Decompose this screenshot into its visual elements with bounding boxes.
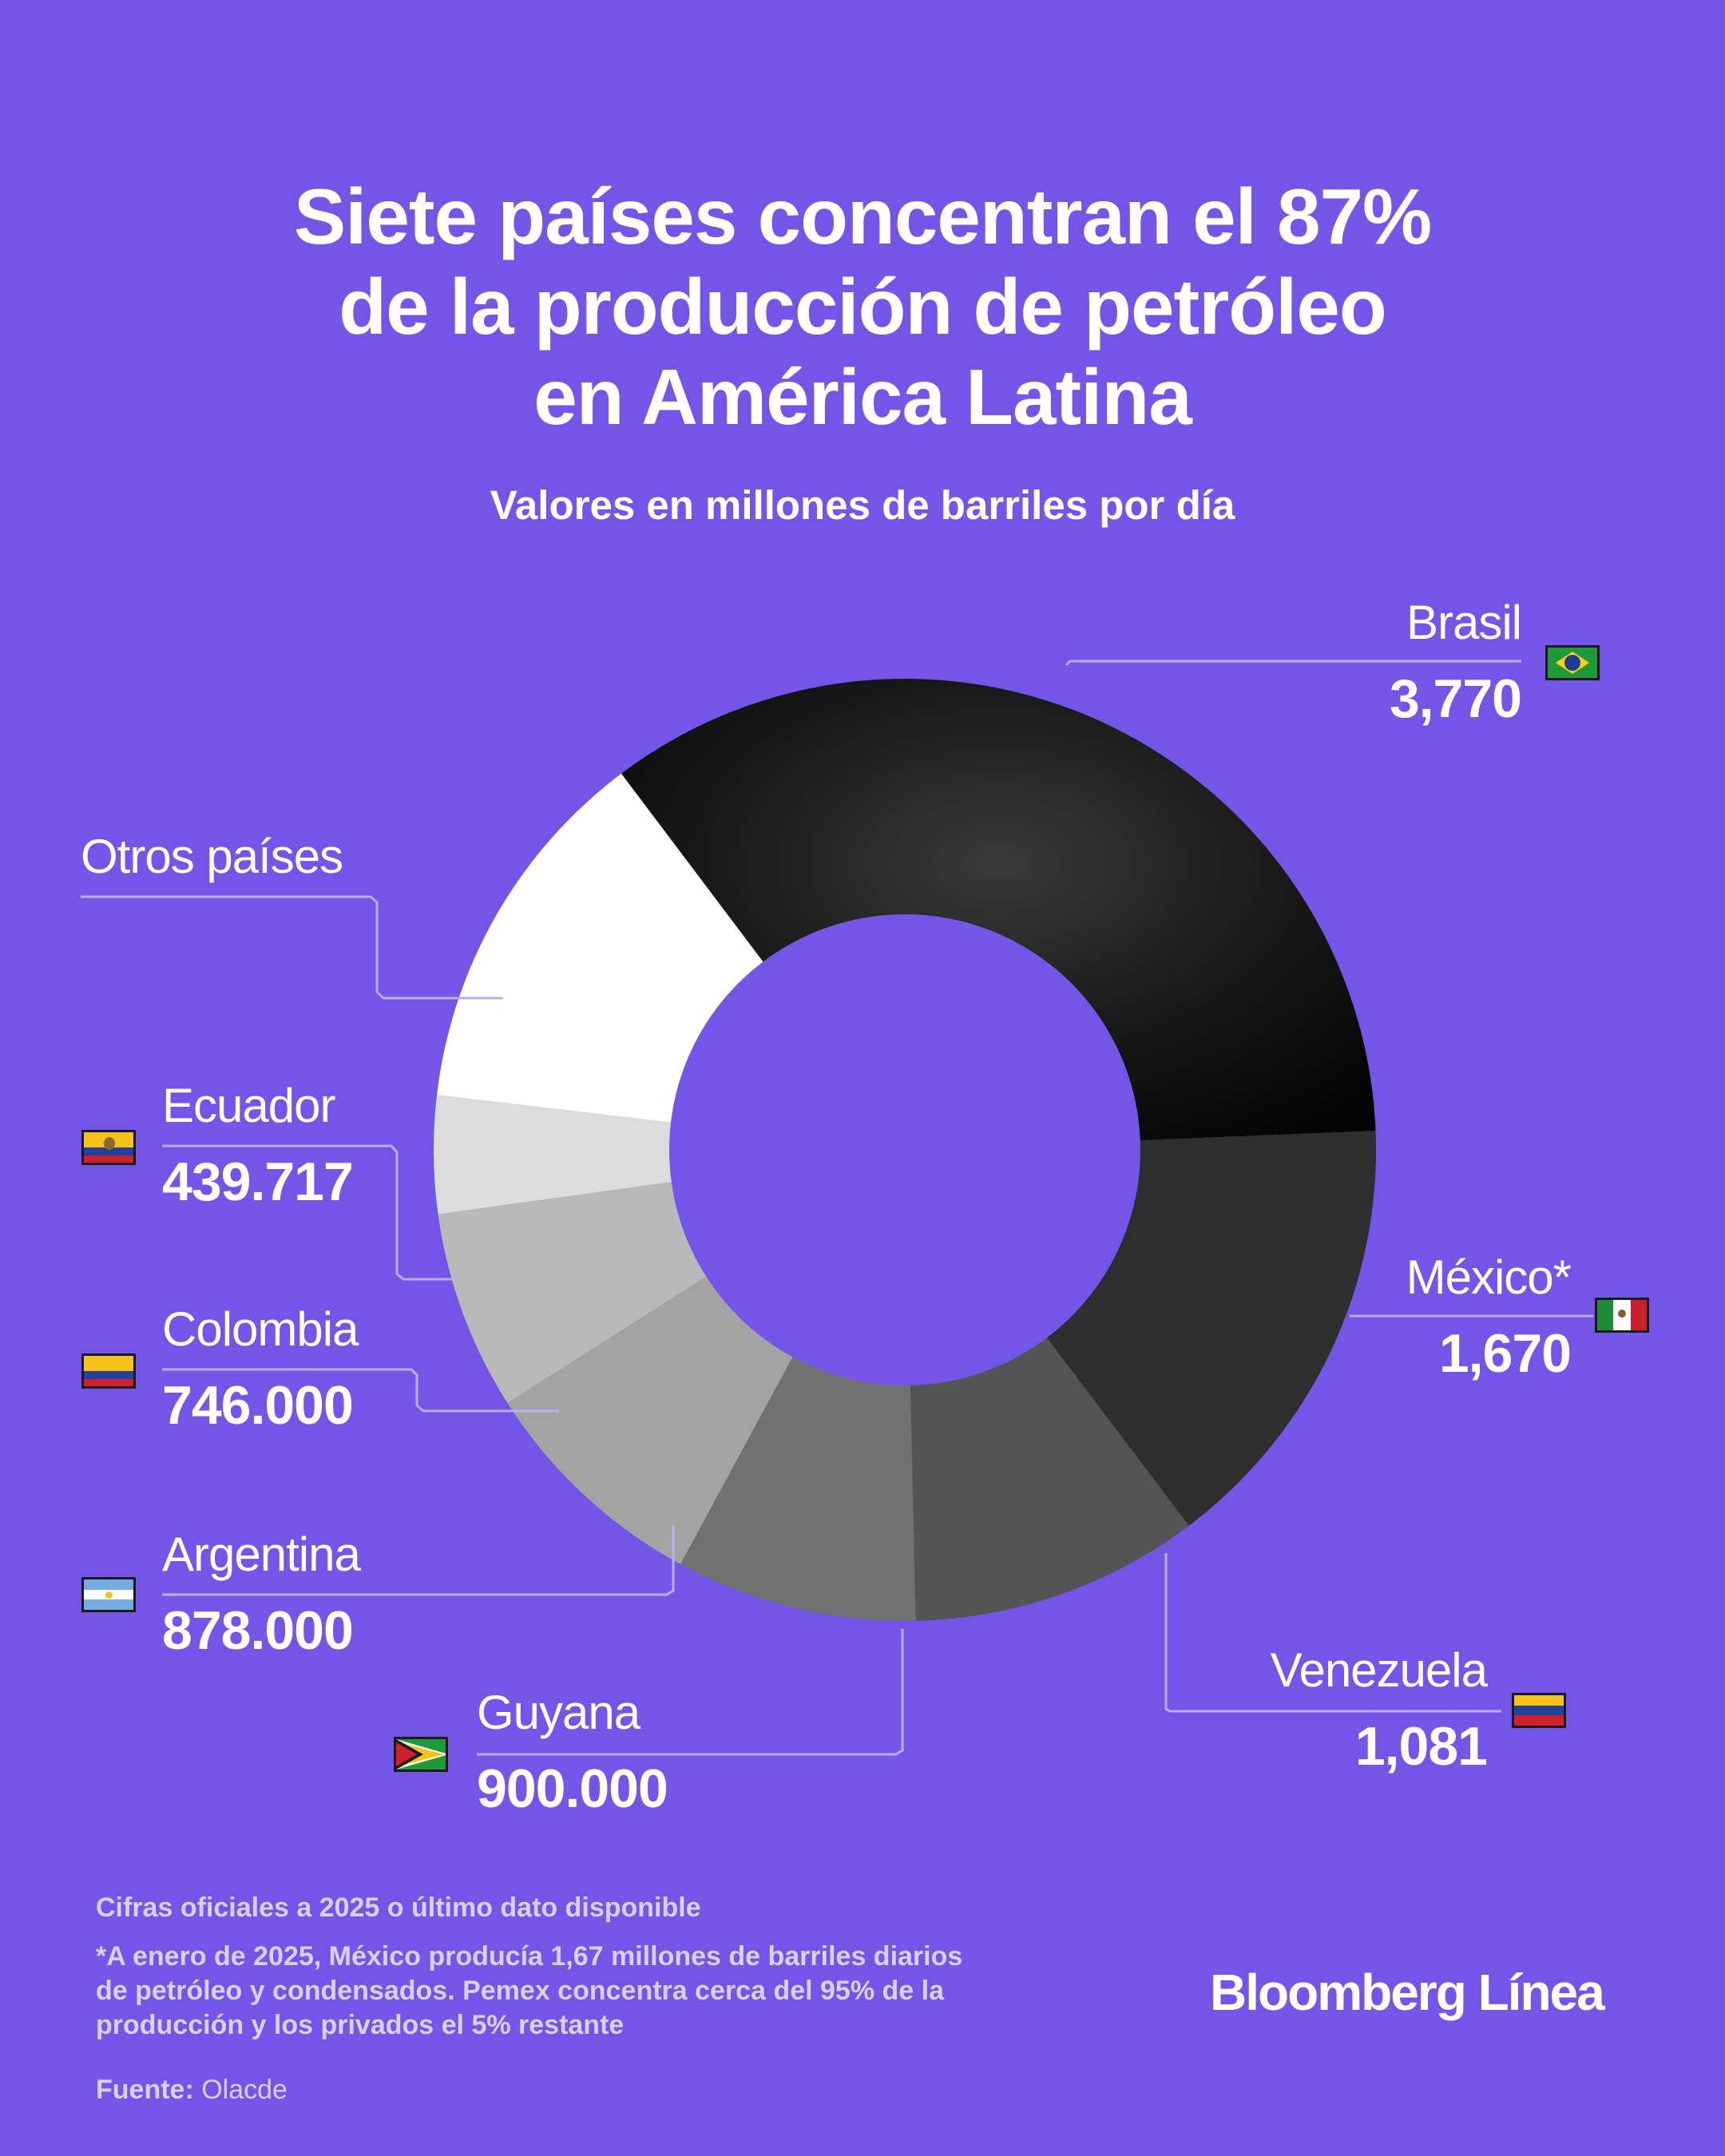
leader-venezuela: [1164, 1553, 1501, 1713]
label-ecuador: Ecuador 439.717: [162, 1078, 354, 1214]
label-guyana: Guyana 900.000: [477, 1685, 668, 1821]
slice-colombia: [438, 1182, 707, 1404]
leader-guyana: [477, 1629, 904, 1756]
label-mexico-value: 1,670: [1438, 1323, 1572, 1384]
label-guyana-value: 900.000: [477, 1758, 668, 1819]
leader-brasil: [1065, 660, 1521, 667]
label-colombia-name: Colombia: [162, 1302, 359, 1356]
guyana-flag-icon: [394, 1737, 448, 1772]
footnotes: Cifras oficiales a 2025 o último dato di…: [96, 1891, 974, 2057]
leader-otros: [81, 895, 503, 1000]
slice-venezuela: [910, 1338, 1189, 1621]
slice-ecuador: [434, 1095, 672, 1215]
label-mexico: México* 1,670: [1406, 1250, 1572, 1385]
label-brasil: Brasil 3,770: [1389, 595, 1522, 731]
source-value: Olacde: [201, 2075, 288, 2105]
slice-otros-países: [437, 773, 763, 1123]
leader-colombia: [162, 1368, 559, 1413]
label-otros-paises: Otros países: [81, 829, 343, 885]
label-colombia-value: 746.000: [162, 1375, 354, 1436]
leader-argentina: [162, 1525, 675, 1596]
label-guyana-name: Guyana: [477, 1686, 640, 1739]
footnote-2: *A enero de 2025, México producía 1,67 m…: [96, 1941, 963, 2040]
label-venezuela-name: Venezuela: [1270, 1643, 1488, 1697]
ecuador-flag-icon: [81, 1130, 136, 1165]
chart-subtitle: Valores en millones de barriles por día: [490, 482, 1235, 528]
label-mexico-name: México*: [1406, 1250, 1572, 1304]
brand-logo: Bloomberg Línea: [1210, 1964, 1605, 2021]
label-venezuela-value: 1,081: [1354, 1716, 1488, 1777]
label-brasil-value: 3,770: [1389, 668, 1522, 729]
label-ecuador-name: Ecuador: [162, 1079, 335, 1132]
footnote-1: Cifras oficiales a 2025 o último dato di…: [96, 1892, 701, 1923]
leader-lines: [81, 660, 1593, 1756]
argentina-flag-icon: [81, 1577, 136, 1612]
label-otros-paises-name: Otros países: [81, 830, 343, 883]
title-line-3: en América Latina: [533, 353, 1192, 441]
title-line-1: Siete países concentran el 87%: [293, 172, 1432, 260]
slice-brasil: [621, 678, 1376, 1141]
source-note: Fuente: Olacde: [96, 2075, 288, 2106]
slice-méxico: [1046, 1131, 1376, 1526]
label-colombia: Colombia 746.000: [162, 1302, 359, 1437]
mexico-flag-icon: [1595, 1298, 1649, 1333]
slice-argentina: [507, 1276, 793, 1564]
brazil-flag-icon: [1545, 645, 1600, 680]
source-label: Fuente:: [96, 2075, 194, 2105]
leader-ecuador: [162, 1144, 455, 1281]
label-argentina: Argentina 878.000: [162, 1527, 361, 1663]
label-venezuela: Venezuela 1,081: [1270, 1643, 1488, 1778]
label-argentina-name: Argentina: [162, 1528, 361, 1581]
label-ecuador-value: 439.717: [162, 1151, 354, 1212]
slice-guyana: [680, 1357, 916, 1621]
label-argentina-value: 878.000: [162, 1600, 354, 1661]
colombia-flag-icon: [81, 1353, 136, 1389]
label-brasil-name: Brasil: [1406, 596, 1522, 649]
venezuela-flag-icon: [1512, 1693, 1566, 1728]
chart-title: Siete países concentran el 87% de la pro…: [0, 172, 1725, 442]
title-line-2: de la producción de petróleo: [339, 263, 1387, 351]
donut-slices: [434, 678, 1376, 1621]
